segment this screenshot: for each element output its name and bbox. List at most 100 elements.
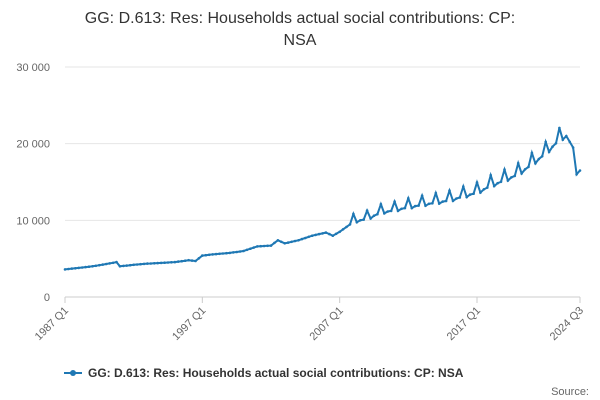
data-point[interactable] xyxy=(520,172,523,175)
data-point[interactable] xyxy=(259,244,263,248)
data-point[interactable] xyxy=(314,233,317,237)
data-point[interactable] xyxy=(431,202,434,205)
data-point[interactable] xyxy=(67,267,70,271)
data-point[interactable] xyxy=(554,142,558,145)
data-point[interactable] xyxy=(338,230,342,234)
data-point[interactable] xyxy=(468,193,472,196)
data-point[interactable] xyxy=(492,184,496,188)
data-point[interactable] xyxy=(386,210,390,213)
data-point[interactable] xyxy=(142,262,146,266)
data-point[interactable] xyxy=(304,236,307,240)
data-point[interactable] xyxy=(283,242,287,245)
data-point[interactable] xyxy=(571,146,575,149)
data-point[interactable] xyxy=(359,219,362,222)
data-point[interactable] xyxy=(166,261,170,264)
data-point[interactable] xyxy=(98,263,101,267)
data-point[interactable] xyxy=(300,237,304,241)
data-point[interactable] xyxy=(393,200,396,203)
data-point[interactable] xyxy=(156,261,159,265)
data-point[interactable] xyxy=(437,202,441,205)
data-point[interactable] xyxy=(214,252,218,256)
data-point[interactable] xyxy=(465,195,469,199)
data-point[interactable] xyxy=(365,209,369,212)
data-point[interactable] xyxy=(510,176,513,179)
data-point[interactable] xyxy=(70,267,74,270)
data-point[interactable] xyxy=(462,185,465,188)
data-point[interactable] xyxy=(448,189,451,192)
data-point[interactable] xyxy=(87,265,91,269)
data-point[interactable] xyxy=(91,265,94,268)
data-point[interactable] xyxy=(187,258,190,262)
data-point[interactable] xyxy=(348,223,352,226)
data-point[interactable] xyxy=(341,228,345,231)
data-point[interactable] xyxy=(455,197,458,200)
data-point[interactable] xyxy=(207,253,211,257)
data-point[interactable] xyxy=(540,155,544,158)
data-point[interactable] xyxy=(183,259,187,263)
data-point[interactable] xyxy=(108,262,111,265)
data-point[interactable] xyxy=(396,209,400,213)
data-point[interactable] xyxy=(317,232,321,236)
data-point[interactable] xyxy=(84,265,87,269)
data-point[interactable] xyxy=(163,261,166,265)
data-point[interactable] xyxy=(252,246,256,249)
data-point[interactable] xyxy=(63,268,67,271)
data-point[interactable] xyxy=(204,253,208,257)
data-point[interactable] xyxy=(345,225,348,229)
data-point[interactable] xyxy=(321,232,324,235)
data-point[interactable] xyxy=(74,267,77,270)
data-point[interactable] xyxy=(523,168,527,171)
data-point[interactable] xyxy=(441,200,445,203)
data-point[interactable] xyxy=(245,248,249,252)
data-point[interactable] xyxy=(479,191,482,194)
data-point[interactable] xyxy=(424,204,427,208)
data-point[interactable] xyxy=(383,212,386,215)
data-point[interactable] xyxy=(80,266,84,269)
data-point[interactable] xyxy=(249,247,252,250)
data-point[interactable] xyxy=(132,263,135,267)
data-point[interactable] xyxy=(389,209,393,213)
data-point[interactable] xyxy=(403,206,407,210)
data-point[interactable] xyxy=(475,181,479,184)
data-point[interactable] xyxy=(94,264,98,268)
data-point[interactable] xyxy=(135,263,139,266)
data-point[interactable] xyxy=(407,197,410,200)
data-point[interactable] xyxy=(417,204,420,207)
data-point[interactable] xyxy=(534,162,537,165)
data-point[interactable] xyxy=(355,221,359,224)
data-point[interactable] xyxy=(527,165,530,169)
data-point[interactable] xyxy=(458,196,462,199)
data-point[interactable] xyxy=(286,241,290,244)
data-point[interactable] xyxy=(180,259,183,263)
data-point[interactable] xyxy=(420,194,424,197)
data-point[interactable] xyxy=(444,199,448,203)
data-point[interactable] xyxy=(486,186,489,189)
data-point[interactable] xyxy=(118,265,122,268)
data-point[interactable] xyxy=(221,252,225,255)
data-point[interactable] xyxy=(551,145,554,148)
data-point[interactable] xyxy=(146,262,149,265)
data-point[interactable] xyxy=(331,234,335,237)
data-point[interactable] xyxy=(503,168,506,171)
data-point[interactable] xyxy=(362,218,366,221)
data-point[interactable] xyxy=(273,241,276,245)
data-point[interactable] xyxy=(266,244,269,248)
data-point[interactable] xyxy=(516,161,520,165)
data-point[interactable] xyxy=(544,140,547,144)
data-point[interactable] xyxy=(561,138,565,141)
data-point[interactable] xyxy=(276,239,280,242)
data-point[interactable] xyxy=(235,250,238,254)
data-point[interactable] xyxy=(496,181,499,185)
data-point[interactable] xyxy=(328,232,331,236)
data-point[interactable] xyxy=(197,257,201,260)
data-point[interactable] xyxy=(238,250,242,253)
data-point[interactable] xyxy=(352,212,355,216)
data-point[interactable] xyxy=(262,244,266,248)
data-point[interactable] xyxy=(565,134,568,138)
data-point[interactable] xyxy=(376,212,379,216)
data-point[interactable] xyxy=(372,214,376,217)
data-point[interactable] xyxy=(568,140,571,144)
data-point[interactable] xyxy=(413,204,417,208)
data-point[interactable] xyxy=(201,254,204,257)
data-point[interactable] xyxy=(115,260,118,264)
